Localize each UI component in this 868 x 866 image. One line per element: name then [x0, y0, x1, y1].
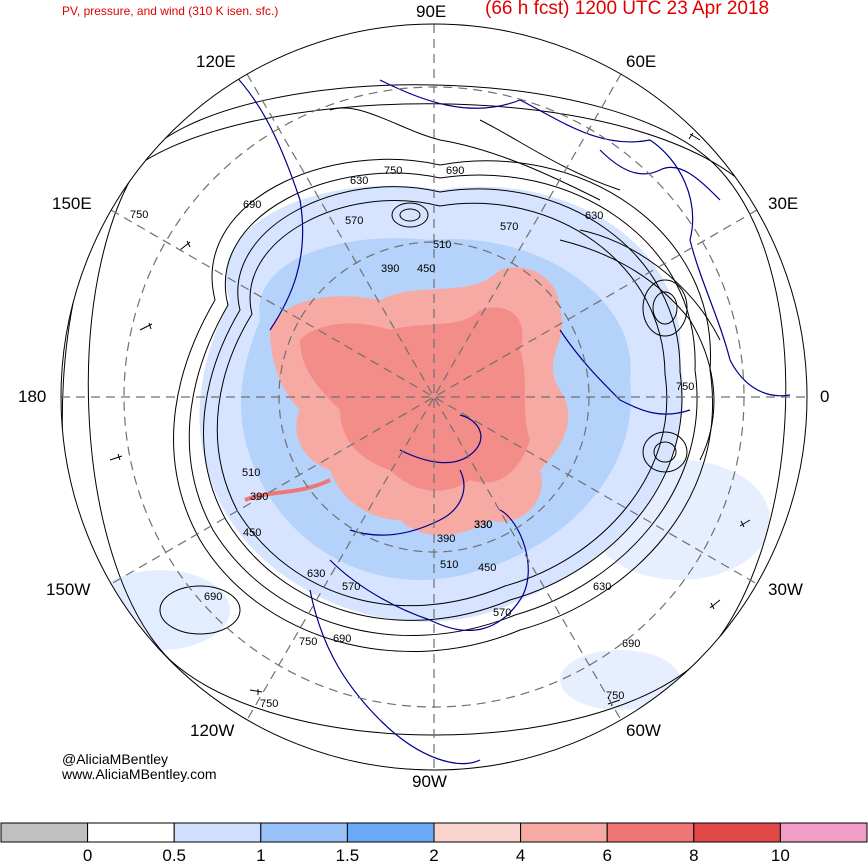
pressure-label: 630: [307, 568, 325, 580]
pressure-label: 750: [676, 381, 694, 393]
lon-label-150w: 150W: [46, 580, 91, 599]
pressure-label: 750: [130, 209, 148, 221]
colorbar-cell: [606, 822, 695, 843]
pressure-label: 330: [474, 519, 492, 531]
pressure-label: 330: [474, 519, 492, 531]
pressure-label: 510: [242, 467, 260, 479]
pressure-label: 630: [350, 175, 368, 187]
credit-handle: @AliciaMBentley: [62, 751, 169, 767]
lon-label-180: 180: [18, 387, 47, 406]
pressure-label: 750: [606, 690, 624, 702]
lon-label-150e: 150E: [52, 194, 92, 213]
colorbar-cell: [779, 822, 868, 843]
pressure-label: 570: [493, 607, 511, 619]
colorbar-tick-label: 8: [689, 846, 699, 865]
colorbar-cell: [433, 822, 522, 843]
colorbar-tick-label: 1.5: [335, 846, 360, 865]
colorbar-tick-label: 2: [429, 846, 439, 865]
lon-label-120w: 120W: [190, 721, 235, 740]
coastlines: [229, 69, 791, 765]
pressure-label: 450: [243, 527, 261, 539]
colorbar-cell: [346, 822, 435, 843]
colorbar-tick-label: 1: [256, 846, 266, 865]
pressure-label: 450: [417, 263, 435, 275]
colorbar-cell: [260, 822, 348, 843]
colorbar-cell: [0, 822, 89, 843]
pressure-label: 450: [478, 562, 496, 574]
colorbar-tick-label: 0: [82, 846, 93, 865]
colorbar-tick-label: 6: [602, 846, 612, 865]
pressure-label: 690: [622, 638, 640, 650]
lon-label-90w: 90W: [412, 772, 447, 791]
pressure-label: 510: [433, 239, 451, 251]
colorbar-cell: [87, 822, 175, 843]
pressure-label: 690: [333, 633, 351, 645]
lon-label-120e: 120E: [196, 52, 236, 71]
graticule: [61, 24, 807, 770]
colorbar-cell: [173, 822, 262, 843]
colorbar-tick-label: 10: [770, 846, 790, 865]
pressure-label: 750: [384, 165, 402, 177]
lon-label-30e: 30E: [768, 194, 799, 213]
lon-label-90e: 90E: [416, 2, 447, 21]
pressure-label: 630: [585, 210, 603, 222]
pressure-label: 570: [500, 221, 518, 233]
pressure-label: 750: [299, 636, 317, 648]
colorbar-cell: [693, 822, 781, 843]
map-boundary: [60, 23, 808, 771]
pressure-label: 390: [437, 533, 455, 545]
pressure-label: 630: [593, 581, 611, 593]
forecast-time: (66 h fcst) 1200 UTC 23 Apr 2018: [485, 0, 770, 19]
chart-title: PV, pressure, and wind (310 K isen. sfc.…: [62, 4, 279, 18]
pressure-label: 510: [440, 559, 458, 571]
pressure-label: 750: [260, 698, 278, 710]
pressure-label: 690: [243, 199, 261, 211]
lon-label-60w: 60W: [626, 721, 661, 740]
wind-barbs: [109, 132, 751, 707]
pressure-label-group: 750 690 630 570 510 450 390 330 750 630 …: [130, 165, 694, 710]
pressure-label: 570: [342, 581, 360, 593]
colorbar-tick-label: 0.5: [162, 846, 187, 865]
polar-map: 750 690 630 570 510 450 390 330 750 630 …: [60, 23, 808, 771]
lon-label-30w: 30W: [768, 580, 803, 599]
credit-website: www.AliciaMBentley.com: [62, 766, 217, 782]
pressure-label: 390: [250, 491, 268, 503]
lon-label-60e: 60E: [626, 52, 657, 71]
pressure-label: 690: [204, 591, 222, 603]
pressure-label: 570: [345, 215, 363, 227]
colorbar-tick-label: 4: [515, 846, 526, 865]
lon-label-0: 0: [820, 387, 830, 406]
pressure-label: 390: [381, 263, 399, 275]
pressure-label: 690: [446, 165, 464, 177]
colorbar-cell: [520, 822, 608, 843]
